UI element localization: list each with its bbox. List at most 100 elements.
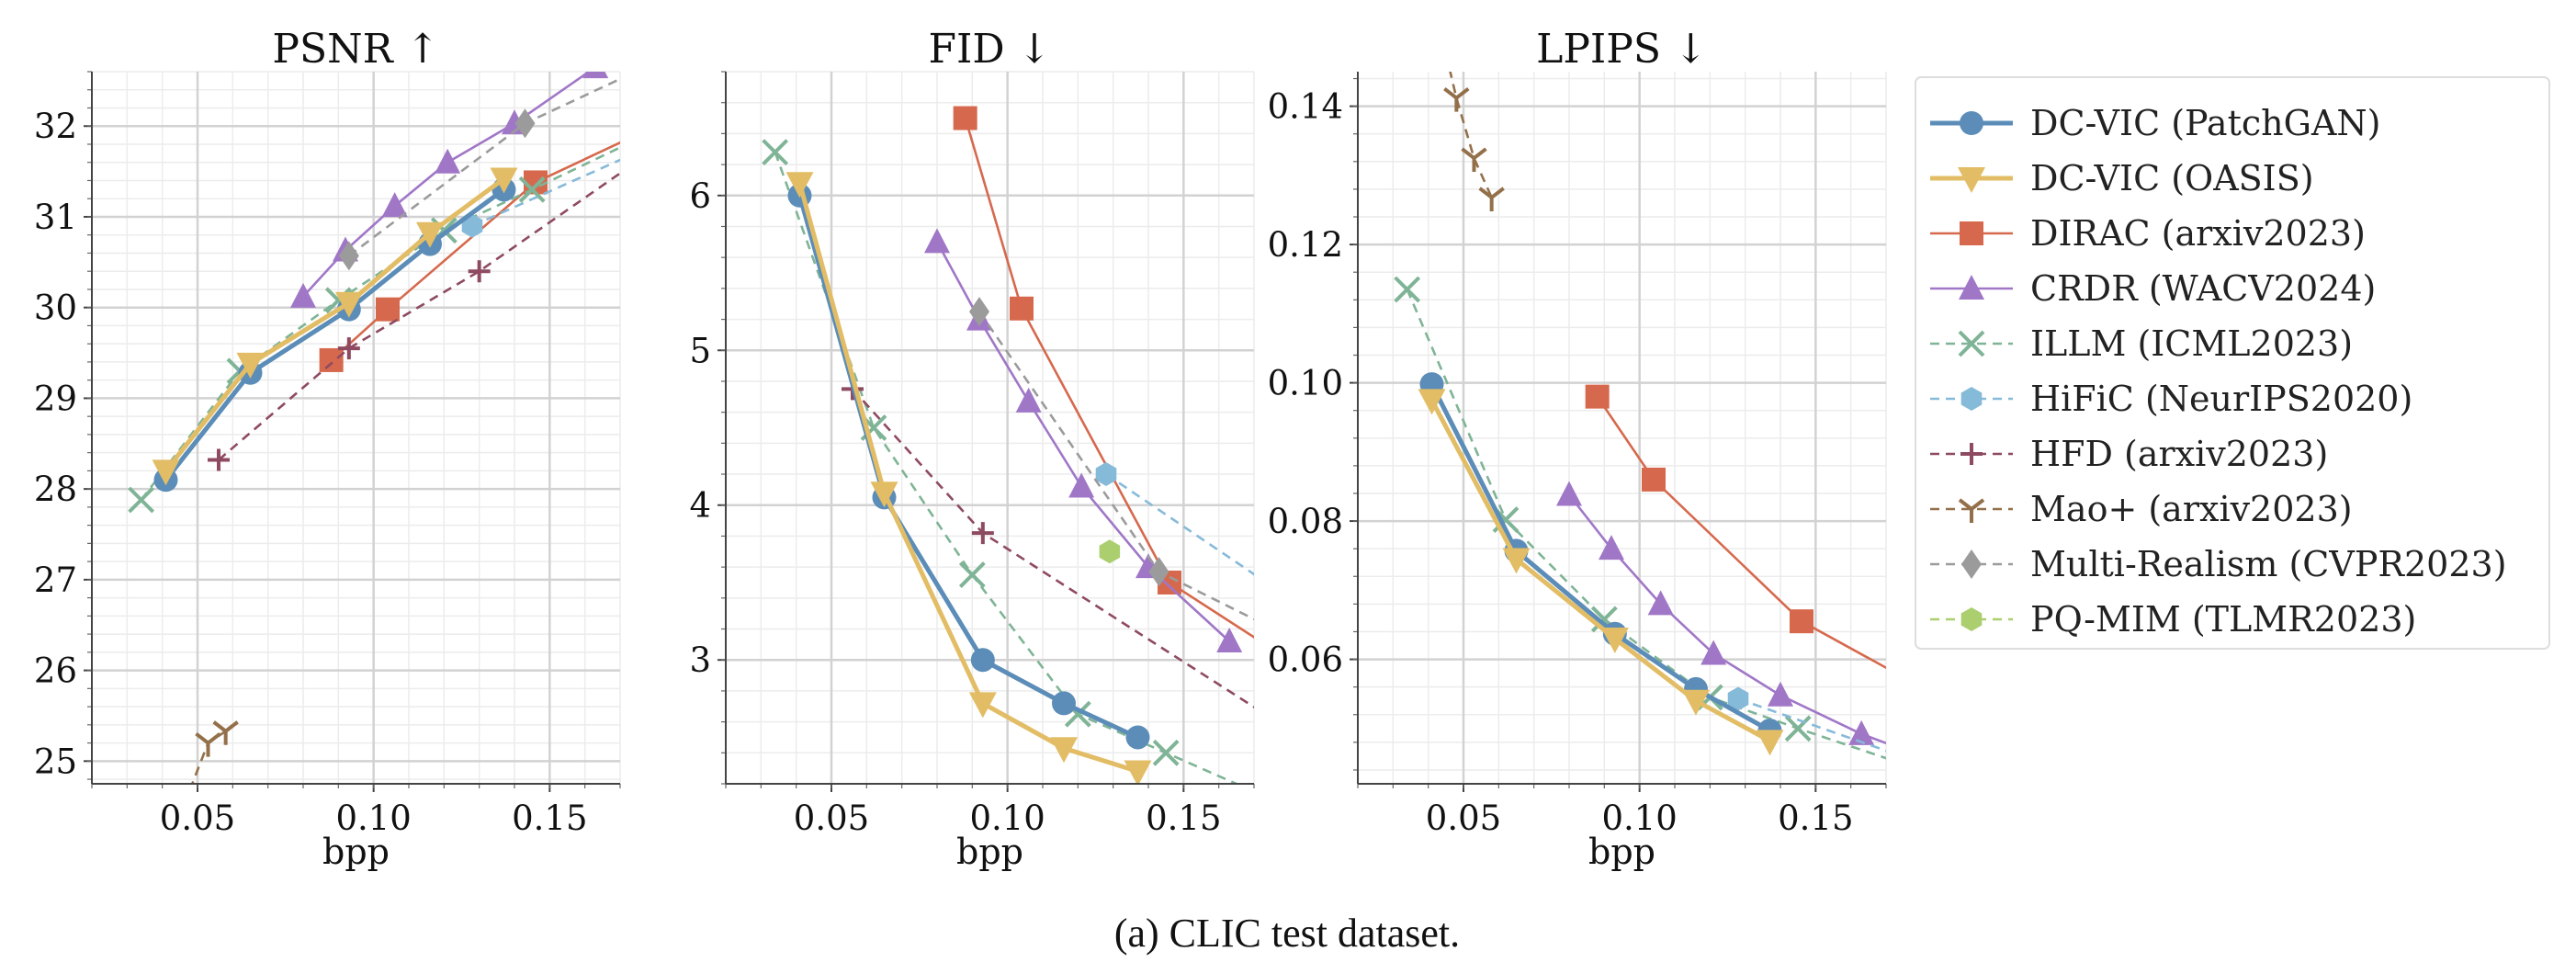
data-point-dc-vic-oasis bbox=[1756, 730, 1784, 756]
legend-entry: ILLM (ICML2023) bbox=[1930, 323, 2353, 364]
x-tick-label: 0.15 bbox=[1146, 798, 1221, 838]
y-tick-label: 31 bbox=[34, 198, 77, 237]
data-point-crdr-wacv2024 bbox=[582, 72, 609, 79]
data-point-dirac-arxiv2023 bbox=[1790, 609, 1813, 634]
figure-caption: (a) CLIC test dataset. bbox=[1114, 911, 1460, 956]
y-tick-label: 28 bbox=[34, 470, 77, 509]
x-axis-label: bpp bbox=[1588, 832, 1655, 872]
data-point-hfd-arxiv2023 bbox=[208, 448, 230, 471]
x-tick-label: 0.15 bbox=[512, 798, 587, 838]
chart-panel-2: 0.05 0.10 0.15 3 4 5 6 FID ↓ bpp bbox=[689, 26, 1301, 872]
series-line-dc-vic-oasis bbox=[797, 182, 1139, 774]
data-point-illm-icml2023 bbox=[1152, 739, 1180, 766]
data-point-crdr-wacv2024 bbox=[1015, 387, 1042, 413]
data-point-dirac-arxiv2023 bbox=[953, 106, 977, 130]
data-point-hfd-arxiv2023 bbox=[644, 138, 666, 160]
legend-entry: HFD (arxiv2023) bbox=[1930, 434, 2328, 474]
data-point-dirac-arxiv2023 bbox=[1585, 384, 1610, 409]
data-point-hfd-arxiv2023 bbox=[468, 260, 491, 283]
data-point-dc-vic-oasis bbox=[1050, 737, 1078, 764]
y-tick-label: 25 bbox=[34, 742, 77, 781]
y-tick-label: 5 bbox=[689, 331, 711, 370]
y-tick-label: 4 bbox=[689, 486, 711, 526]
legend-marker-square bbox=[1960, 221, 1983, 245]
chart-panel-1: 0.05 0.10 0.15 25 26 27 28 29 30 31 32 PSNR ↑ bpp bbox=[34, 26, 667, 872]
legend-entry: DIRAC (arxiv2023) bbox=[1930, 213, 2366, 254]
x-axis-label: bpp bbox=[322, 832, 390, 872]
data-point-illm-icml2023 bbox=[643, 119, 667, 142]
series-line-illm-icml2023 bbox=[774, 152, 1240, 784]
data-point-dc-vic-patchgan bbox=[970, 648, 995, 673]
legend-entry: DC-VIC (PatchGAN) bbox=[1930, 103, 2380, 143]
data-point-hfd-arxiv2023 bbox=[971, 522, 994, 545]
data-point-dc-vic-oasis bbox=[490, 167, 518, 194]
series-line-dc-vic-patchgan bbox=[164, 187, 505, 481]
y-tick-label: 32 bbox=[34, 107, 77, 146]
data-point-crdr-wacv2024 bbox=[1908, 742, 1934, 767]
legend-marker-hexagon bbox=[1960, 387, 1983, 411]
data-point-mao-arxiv2023 bbox=[1443, 87, 1470, 112]
data-point-crdr-wacv2024 bbox=[1556, 481, 1582, 506]
series-line-hfd-arxiv2023 bbox=[218, 171, 620, 461]
data-point-crdr-wacv2024 bbox=[1700, 640, 1727, 665]
x-tick-label: 0.10 bbox=[335, 798, 411, 838]
legend-marker-tri bbox=[1958, 498, 1985, 523]
data-point-illm-icml2023 bbox=[1394, 276, 1421, 303]
y-tick-label: 26 bbox=[34, 651, 77, 691]
legend-marker-x bbox=[1958, 330, 1985, 357]
series-line-hfd-arxiv2023 bbox=[852, 388, 1254, 708]
legend-label: CRDR (WACV2024) bbox=[2030, 268, 2376, 309]
y-tick-label: 0.10 bbox=[1268, 364, 1343, 403]
data-point-mao-arxiv2023 bbox=[1427, 14, 1451, 37]
legend-label: HFD (arxiv2023) bbox=[2030, 434, 2328, 474]
data-point-illm-icml2023 bbox=[1784, 715, 1812, 742]
data-point-dc-vic-oasis bbox=[870, 481, 898, 508]
series-line-hific-neurips2020 bbox=[1105, 472, 1254, 576]
x-axis-label: bpp bbox=[956, 832, 1023, 872]
data-point-dc-vic-oasis bbox=[968, 692, 997, 719]
data-point-mao-arxiv2023 bbox=[195, 731, 221, 757]
series-line-dirac-arxiv2023 bbox=[330, 141, 620, 361]
series-group bbox=[762, 106, 1301, 819]
legend-entry: CRDR (WACV2024) bbox=[1930, 268, 2376, 309]
data-point-dc-vic-oasis bbox=[1418, 389, 1446, 415]
legend-marker-diamond bbox=[1961, 549, 1982, 579]
x-tick-label: 0.05 bbox=[1426, 798, 1501, 838]
chart-title: FID ↓ bbox=[928, 26, 1051, 73]
data-point-crdr-wacv2024 bbox=[1647, 590, 1674, 616]
chart-title: PSNR ↑ bbox=[272, 26, 439, 73]
legend-entry: Multi-Realism (CVPR2023) bbox=[1930, 544, 2507, 584]
data-point-illm-icml2023 bbox=[1277, 795, 1301, 819]
data-point-multi-realism-cvpr2023 bbox=[645, 48, 665, 77]
y-tick-label: 30 bbox=[34, 289, 77, 328]
legend-label: Mao+ (arxiv2023) bbox=[2030, 489, 2353, 529]
x-tick-label: 0.15 bbox=[1778, 798, 1853, 838]
y-tick-label: 0.08 bbox=[1268, 502, 1343, 541]
legend-entry: PQ-MIM (TLMR2023) bbox=[1930, 599, 2416, 640]
data-point-crdr-wacv2024 bbox=[381, 192, 408, 218]
chart-title: LPIPS ↓ bbox=[1536, 26, 1708, 73]
data-point-illm-icml2023 bbox=[128, 486, 155, 514]
data-point-dc-vic-oasis bbox=[236, 352, 265, 379]
chart-panel-3: 0.05 0.10 0.15 0.06 0.08 0.10 0.12 0.14 LPIPS ↓ b… bbox=[1268, 14, 1934, 872]
data-point-dc-vic-oasis bbox=[1502, 548, 1531, 574]
data-point-crdr-wacv2024 bbox=[435, 148, 461, 174]
series-line-mao-arxiv2023 bbox=[1449, 72, 1493, 198]
series-group bbox=[1394, 14, 1934, 767]
x-tick-label: 0.05 bbox=[794, 798, 869, 838]
data-point-dirac-arxiv2023 bbox=[643, 114, 667, 138]
data-point-mao-arxiv2023 bbox=[1478, 187, 1505, 211]
data-point-dc-vic-patchgan bbox=[1052, 691, 1076, 716]
legend-label: HiFiC (NeurIPS2020) bbox=[2030, 379, 2412, 419]
data-point-dirac-arxiv2023 bbox=[1909, 675, 1933, 699]
data-point-multi-realism-cvpr2023 bbox=[1148, 557, 1169, 587]
data-point-hific-neurips2020 bbox=[645, 132, 666, 156]
data-point-mao-arxiv2023 bbox=[1461, 147, 1487, 173]
y-tick-label: 6 bbox=[689, 176, 711, 216]
data-point-dirac-arxiv2023 bbox=[319, 347, 344, 372]
legend-label: Multi-Realism (CVPR2023) bbox=[2030, 544, 2507, 584]
data-point-crdr-wacv2024 bbox=[1068, 472, 1095, 498]
y-tick-label: 0.06 bbox=[1268, 640, 1343, 680]
data-point-mao-arxiv2023 bbox=[212, 720, 239, 745]
